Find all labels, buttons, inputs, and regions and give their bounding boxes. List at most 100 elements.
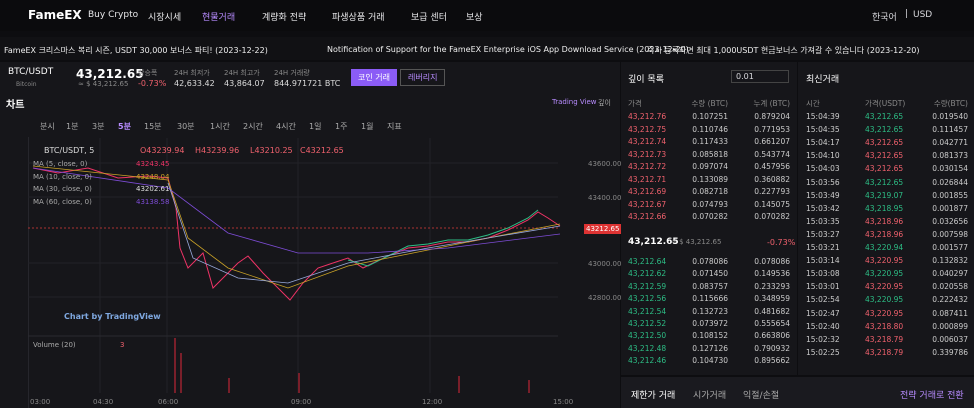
- bid-cell: 43,212.62: [628, 269, 667, 279]
- trade-cell: 0.030154: [932, 164, 968, 174]
- trade-cell: 43,218.80: [865, 321, 904, 331]
- bid-cell: 43,212.50: [628, 331, 667, 341]
- ask-cell: 0.107251: [692, 112, 728, 121]
- trade-cell: 15:02:54: [806, 295, 840, 305]
- strategy-link[interactable]: 전략 거래로 전환: [900, 391, 964, 401]
- trade-cell: 0.081373: [932, 151, 968, 161]
- announcement[interactable]: FameEX 크리스마스 복리 시즌, USDT 30,000 보너스 파티! …: [4, 46, 268, 55]
- trade-cell: 0.087411: [932, 308, 968, 318]
- volume-label: Volume (20): [33, 341, 76, 349]
- trade-cell: 0.222432: [932, 295, 968, 305]
- ask-cell: 0.543774: [754, 149, 790, 159]
- interval[interactable]: 분시: [40, 122, 55, 131]
- ask-cell: 0.074793: [692, 199, 728, 209]
- order-tab[interactable]: 제한가 거래: [631, 391, 676, 401]
- stat-value: 42,633.42: [174, 79, 215, 88]
- link[interactable]: Trading View: [552, 98, 597, 106]
- tab[interactable]: 코인 거래: [351, 69, 397, 86]
- bid-cell: 0.895662: [754, 356, 790, 366]
- bid-cell: 43,212.56: [628, 294, 667, 304]
- trade-cell: 0.032656: [932, 216, 968, 226]
- language[interactable]: 한국어: [872, 13, 897, 23]
- link[interactable]: 깊이: [598, 99, 611, 107]
- ask-cell: 0.117433: [692, 137, 728, 146]
- stat-value: 844.971721 BTC: [274, 79, 341, 88]
- interval[interactable]: 4시간: [276, 122, 296, 131]
- announcement[interactable]: 즉시 등록하면 최대 1,000USDT 현금보너스 가져갈 수 있습니다 (2…: [647, 46, 920, 55]
- bid-cell: 0.071450: [692, 269, 728, 279]
- ask-cell: 0.070282: [754, 212, 790, 221]
- mid-usd: ≈ $ 43,212.65: [671, 238, 722, 246]
- interval[interactable]: 1분: [66, 122, 79, 131]
- bid-cell: 0.348959: [754, 294, 790, 304]
- bid-cell: 43,212.64: [628, 257, 667, 266]
- time-tick: 09:00: [291, 398, 312, 406]
- price-tick: 43600.00: [588, 160, 622, 168]
- trade-cell: 15:03:27: [806, 229, 840, 239]
- coin: Bitcoin: [16, 81, 37, 88]
- interval[interactable]: 1일: [309, 122, 322, 131]
- currency[interactable]: USD: [913, 10, 933, 20]
- stat-label: 24H 최저가: [174, 69, 210, 77]
- nav-item[interactable]: 파생상품 거래: [332, 13, 385, 23]
- ask-cell: 43,212.72: [628, 162, 667, 171]
- trade-cell: 43,212.65: [865, 164, 904, 174]
- bid-cell: 43,212.48: [628, 343, 667, 353]
- interval[interactable]: 1월: [361, 122, 374, 131]
- announcement[interactable]: Notification of Support for the FameEX E…: [327, 45, 689, 54]
- interval[interactable]: 지표: [387, 122, 402, 131]
- ask-cell: 0.145075: [754, 199, 790, 209]
- trade-cell: 15:03:21: [806, 243, 840, 252]
- bid-cell: 0.790932: [754, 343, 790, 353]
- nav-item[interactable]: Buy Crypto: [88, 10, 139, 20]
- order-tab[interactable]: 익절/손절: [743, 391, 780, 401]
- trade-cell: 43,212.65: [865, 177, 904, 187]
- precision[interactable]: 0.01: [731, 70, 789, 83]
- interval[interactable]: 1주: [335, 122, 348, 131]
- trade-cell: 43,220.95: [865, 269, 904, 279]
- trade-cell: 0.042771: [932, 138, 968, 148]
- interval[interactable]: 1시간: [210, 122, 230, 131]
- trade-cell: 0.019540: [932, 112, 968, 121]
- order-tab[interactable]: 시가거래: [693, 391, 727, 401]
- trade-cell: 43,218.95: [865, 203, 904, 213]
- bid-cell: 0.083757: [692, 281, 728, 291]
- chart-canvas: [28, 138, 561, 393]
- tab[interactable]: 레버리지: [400, 69, 446, 86]
- trade-cell: 43,212.65: [865, 112, 904, 121]
- interval[interactable]: 2시간: [243, 122, 263, 131]
- nav-item[interactable]: 시장시세: [148, 13, 182, 23]
- nav-item[interactable]: 보급 센터: [411, 13, 447, 23]
- watermark: Chart by TradingView: [64, 312, 161, 321]
- trade-cell: 43,220.95: [865, 295, 904, 305]
- interval[interactable]: 30분: [177, 122, 195, 131]
- interval[interactable]: 3분: [92, 122, 105, 131]
- ask-cell: 43,212.74: [628, 137, 667, 146]
- ohlc: L43210.25: [250, 146, 293, 155]
- ma-label: MA (30, close, 0): [33, 185, 92, 193]
- volume-bars: [174, 338, 530, 393]
- trade-cell: 15:03:42: [806, 203, 840, 213]
- trade-cell: 43,212.65: [865, 125, 904, 135]
- ask-cell: 43,212.73: [628, 149, 667, 159]
- ask-cell: 0.879204: [754, 112, 790, 121]
- bid-cell: 0.132723: [692, 306, 728, 316]
- nav-item[interactable]: 계량화 전략: [262, 13, 307, 23]
- trade-cell: 15:02:47: [806, 308, 840, 318]
- mid-change: -0.73%: [767, 238, 796, 247]
- interval[interactable]: 15분: [144, 122, 162, 131]
- nav-item[interactable]: 현물거래: [202, 13, 236, 23]
- interval[interactable]: 5분: [118, 122, 131, 131]
- ask-cell: 0.360882: [754, 174, 790, 184]
- ask-cell: 43,212.75: [628, 124, 667, 134]
- trade-cell: 43,220.95: [865, 256, 904, 266]
- trade-cell: 15:03:14: [806, 256, 840, 266]
- nav-item[interactable]: 보상: [466, 13, 483, 23]
- trade-cell: 43,212.65: [865, 138, 904, 148]
- chart-title: 차트: [6, 100, 25, 111]
- time-tick: 06:00: [158, 398, 179, 406]
- ohlc: H43239.96: [195, 146, 240, 155]
- bid-cell: 0.481682: [754, 306, 790, 316]
- trade-cell: 15:04:35: [806, 125, 840, 135]
- trade-cell: 43,218.96: [865, 216, 904, 226]
